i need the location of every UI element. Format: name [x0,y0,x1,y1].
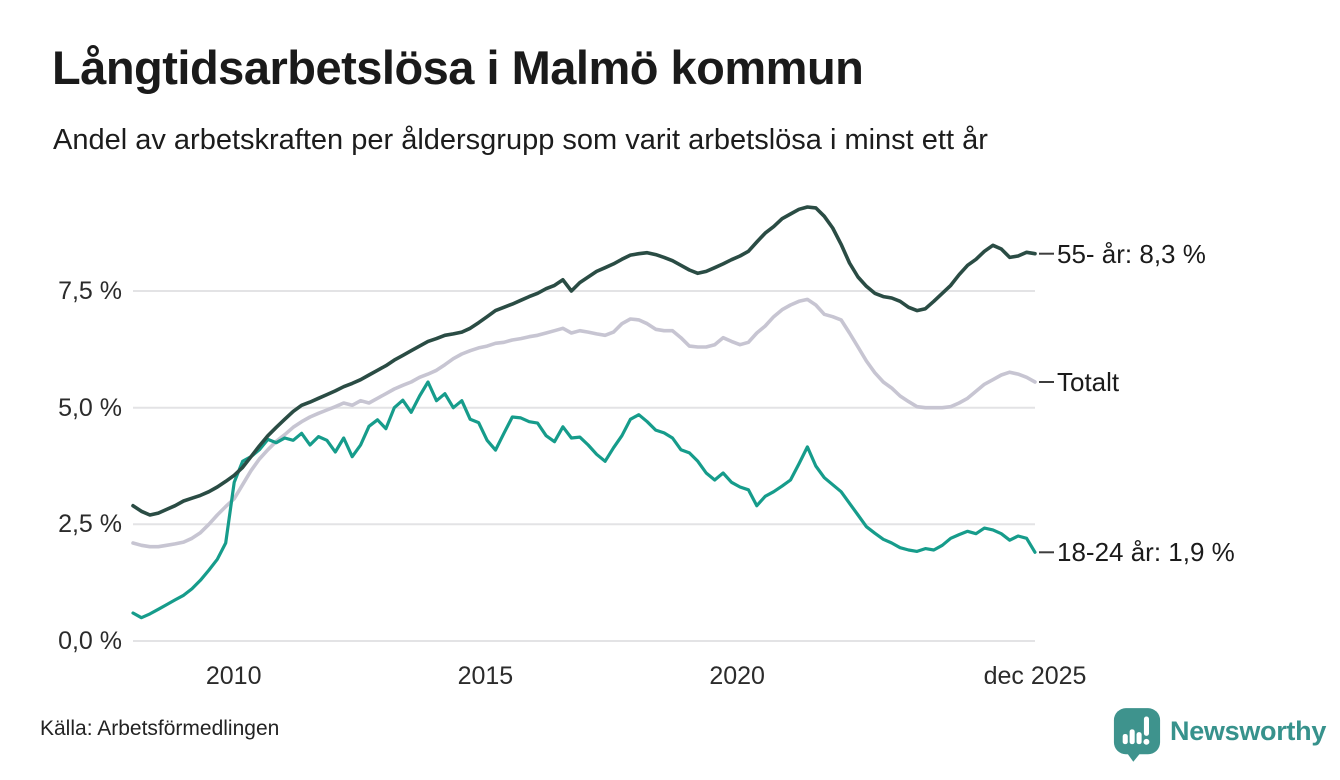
x-axis-tick-label: 2020 [709,662,765,690]
page-title: Långtidsarbetslösa i Malmö kommun [52,41,864,94]
newsworthy-logo: Newsworthy [1113,706,1326,764]
series-line-55-r [131,205,1037,517]
y-axis-tick-label: 5,0 % [58,393,122,422]
series-end-label-55-ar: 55- år: 8,3 % [1057,238,1206,269]
series-line-18-24-r [131,380,1037,620]
series-line-totalt [131,297,1037,549]
y-axis-tick-label: 0,0 % [58,627,122,655]
source-note: Källa: Arbetsförmedlingen [40,717,280,740]
page-subtitle: Andel av arbetskraften per åldersgrupp s… [53,124,988,156]
newsworthy-logo-icon [1113,708,1161,762]
newsworthy-wordmark: Newsworthy [1170,716,1327,746]
x-axis-tick-label: 2015 [457,662,514,690]
series-end-label-18-24-ar: 18-24 år: 1,9 % [1057,537,1235,568]
x-axis-tick-label: 2010 [205,662,262,690]
y-axis-tick-label: 7,5 % [58,276,122,305]
x-axis-tick-label: dec 2025 [983,662,1087,690]
y-axis-tick-label: 2,5 % [58,510,122,539]
series-end-label-totalt: Totalt [1057,366,1120,397]
